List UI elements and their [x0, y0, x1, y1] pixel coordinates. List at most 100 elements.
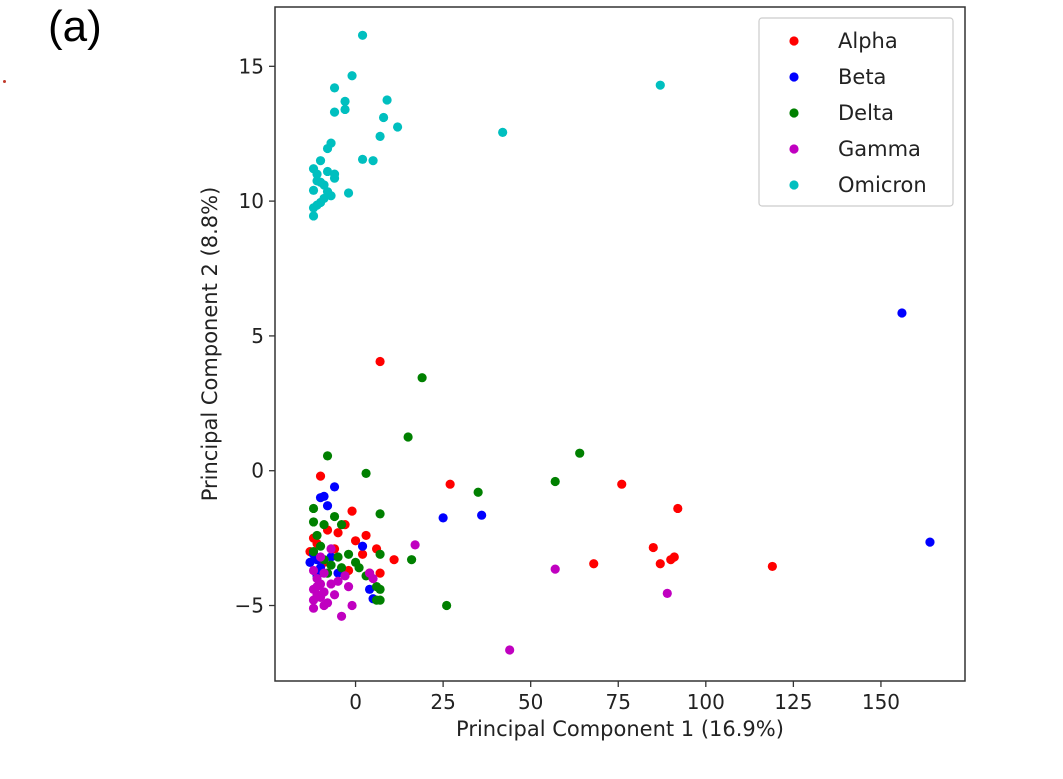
legend-box [758, 17, 954, 207]
x-axis-ticks: 0 25 50 75 100 125 150 [349, 681, 900, 714]
data-point-delta [403, 432, 413, 442]
data-point-alpha [375, 568, 385, 578]
data-point-delta [375, 584, 385, 594]
data-point-delta [308, 503, 319, 514]
data-point-omicron [368, 156, 378, 166]
data-point-omicron [340, 96, 350, 106]
data-point-alpha [666, 555, 676, 565]
data-point-omicron [308, 211, 319, 221]
data-point-delta [326, 560, 336, 570]
data-point-gamma [315, 592, 326, 603]
data-point-alpha [655, 559, 665, 569]
data-point-beta [477, 510, 487, 520]
data-point-gamma [322, 598, 333, 608]
data-point-omicron [326, 191, 336, 201]
series-omicron [308, 30, 665, 221]
data-point-gamma [340, 571, 350, 581]
data-point-omicron [315, 156, 326, 166]
data-point-omicron [375, 131, 385, 142]
y-tick-label: 5 [251, 324, 264, 348]
data-point-beta [364, 584, 375, 594]
x-tick-label: 50 [518, 690, 543, 714]
data-point-gamma [319, 568, 329, 578]
data-point-gamma [505, 645, 515, 655]
data-point-alpha [589, 559, 599, 569]
data-point-gamma [343, 582, 354, 592]
data-point-delta [343, 549, 354, 559]
data-point-gamma [308, 603, 319, 613]
y-tick-label: 0 [251, 459, 264, 483]
legend-label-alpha: Alpha [838, 29, 898, 53]
data-point-delta [315, 541, 326, 551]
data-point-gamma [410, 540, 420, 550]
data-point-gamma [315, 552, 326, 562]
legend-marker-delta [789, 108, 799, 118]
data-point-omicron [357, 154, 368, 164]
data-point-delta [375, 595, 385, 605]
data-point-gamma [336, 611, 347, 621]
data-point-alpha [357, 549, 368, 559]
data-point-alpha [350, 536, 361, 546]
data-point-gamma [368, 573, 378, 584]
plot-area-frame [274, 6, 966, 682]
data-point-gamma [308, 565, 319, 576]
legend-label-omicron: Omicron [838, 173, 927, 197]
data-point-delta [375, 549, 385, 559]
data-point-omicron [378, 112, 389, 123]
data-point-delta [336, 563, 347, 573]
x-tick-label: 125 [774, 690, 812, 714]
data-point-delta [322, 451, 333, 461]
data-point-delta [550, 476, 560, 487]
data-point-beta [897, 308, 907, 318]
data-point-omicron [322, 166, 333, 177]
legend-items: Alpha Beta Delta Gamma Omicron [789, 29, 927, 197]
data-point-beta [925, 537, 935, 547]
x-axis-title: Principal Component 1 (16.9%) [456, 717, 784, 741]
x-tick-label: 75 [606, 690, 631, 714]
data-point-alpha [315, 471, 326, 481]
data-point-omicron [308, 203, 319, 213]
data-point-beta [326, 552, 336, 562]
data-point-alpha [333, 528, 343, 538]
data-point-gamma [550, 564, 560, 574]
data-point-gamma [326, 544, 336, 554]
series-alpha [305, 356, 777, 578]
data-point-omicron [347, 71, 357, 81]
data-point-beta [329, 482, 340, 492]
data-point-omicron [312, 176, 322, 186]
y-tick-label: 15 [239, 54, 264, 78]
data-point-alpha [389, 555, 399, 565]
data-point-omicron [322, 143, 333, 154]
data-point-alpha [361, 530, 371, 541]
legend-label-beta: Beta [838, 65, 886, 89]
data-point-beta [315, 493, 326, 503]
data-point-alpha [375, 356, 385, 367]
data-point-omicron [329, 107, 340, 117]
data-point-delta [442, 600, 452, 611]
data-point-delta [473, 487, 483, 497]
data-point-omicron [382, 95, 392, 105]
data-point-gamma [312, 582, 322, 592]
data-point-delta [333, 552, 343, 562]
data-point-delta [319, 520, 329, 530]
data-point-gamma [662, 588, 672, 598]
data-point-omicron [329, 83, 340, 93]
data-point-gamma [347, 600, 357, 611]
y-axis-title: Principal Component 2 (8.8%) [198, 187, 222, 502]
y-axis-ticks: −5 0 5 10 15 [235, 54, 275, 618]
data-point-gamma [329, 590, 340, 600]
data-point-beta [438, 513, 448, 523]
data-point-delta [329, 511, 340, 522]
data-point-omicron [312, 169, 322, 179]
data-point-omicron [357, 30, 368, 40]
x-tick-label: 0 [349, 690, 362, 714]
data-point-omicron [392, 122, 403, 132]
data-point-delta [575, 448, 585, 458]
y-tick-label: −5 [235, 594, 264, 618]
x-tick-label: 25 [430, 690, 455, 714]
legend-marker-omicron [789, 180, 799, 190]
data-point-omicron [329, 173, 340, 183]
data-point-alpha [673, 503, 683, 514]
data-points [305, 30, 935, 655]
